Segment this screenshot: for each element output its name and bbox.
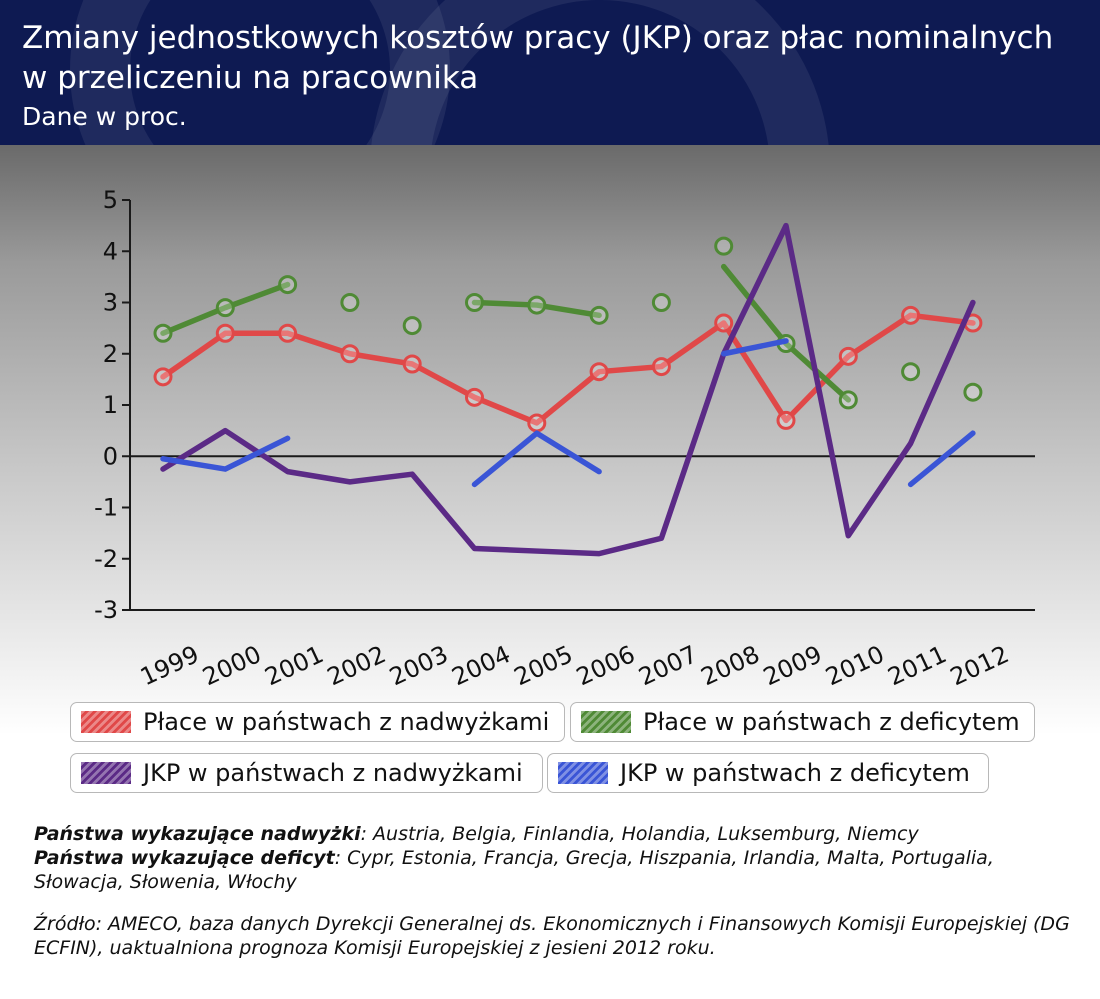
x-tick-label: 2005 bbox=[510, 640, 577, 691]
series-line bbox=[720, 338, 789, 357]
data-point bbox=[153, 323, 173, 343]
legend-item-green: Płace w państwach z deficytem bbox=[570, 702, 1035, 742]
note-surplus-label: Państwa wykazujące nadwyżki bbox=[34, 823, 361, 845]
data-point bbox=[153, 367, 173, 387]
x-tick-label: 1999 bbox=[136, 640, 203, 691]
x-tick-label: 2000 bbox=[198, 640, 265, 691]
legend-swatch bbox=[558, 762, 608, 784]
series-line bbox=[160, 222, 976, 557]
legend-label: JKP w państwach z nadwyżkami bbox=[143, 759, 523, 787]
data-point bbox=[589, 362, 609, 382]
y-tick-label: -2 bbox=[94, 545, 118, 573]
data-point bbox=[901, 362, 921, 382]
legend-swatch bbox=[81, 711, 131, 733]
data-point bbox=[215, 298, 235, 318]
series-line bbox=[160, 435, 291, 472]
data-point bbox=[278, 275, 298, 295]
data-point bbox=[714, 236, 734, 256]
header-banner: Zmiany jednostkowych kosztów pracy (JKP)… bbox=[0, 0, 1100, 145]
data-point bbox=[901, 305, 921, 325]
data-point bbox=[465, 293, 484, 312]
series-0 bbox=[153, 305, 983, 433]
series-line bbox=[160, 281, 291, 336]
x-axis-labels: 1999200020012002200320042005200620072008… bbox=[136, 640, 1013, 691]
series-line bbox=[907, 430, 976, 488]
series-line bbox=[471, 299, 602, 319]
x-tick-label: 2007 bbox=[634, 640, 701, 691]
notes: Państwa wykazujące nadwyżki: Austria, Be… bbox=[34, 822, 1074, 960]
x-tick-label: 2002 bbox=[323, 640, 390, 691]
data-point bbox=[651, 293, 671, 312]
x-tick-label: 2010 bbox=[821, 640, 888, 691]
y-tick-label: -1 bbox=[94, 494, 118, 522]
x-tick-label: 2009 bbox=[759, 640, 826, 691]
x-tick-label: 2003 bbox=[385, 640, 452, 691]
x-tick-label: 2004 bbox=[448, 640, 515, 691]
y-tick-label: 0 bbox=[103, 442, 118, 470]
x-tick-label: 2008 bbox=[697, 640, 764, 691]
note-surplus: Państwa wykazujące nadwyżki: Austria, Be… bbox=[34, 822, 1074, 846]
data-point bbox=[776, 410, 796, 430]
chart-axes: 5 4 3 2 1 0 -1 -2 -3 bbox=[94, 186, 1035, 624]
series-line bbox=[720, 263, 852, 403]
series-3 bbox=[160, 338, 976, 488]
y-tick-label: 1 bbox=[103, 391, 118, 419]
legend: Płace w państwach z nadwyżkami Płace w p… bbox=[0, 700, 1100, 800]
y-tick-label: 5 bbox=[103, 186, 118, 214]
data-point bbox=[651, 357, 671, 377]
legend-label: JKP w państwach z deficytem bbox=[620, 759, 970, 787]
data-point bbox=[838, 346, 858, 366]
data-point bbox=[838, 390, 858, 410]
y-tick-label: -3 bbox=[94, 596, 118, 624]
legend-label: Płace w państwach z nadwyżkami bbox=[143, 708, 550, 736]
x-tick-label: 2011 bbox=[884, 640, 951, 691]
x-tick-label: 2001 bbox=[261, 640, 328, 691]
series-line bbox=[160, 312, 976, 426]
data-point bbox=[527, 413, 547, 433]
note-deficit: Państwa wykazujące deficyt: Cypr, Estoni… bbox=[34, 846, 1074, 894]
data-point bbox=[340, 293, 360, 312]
x-tick-label: 2012 bbox=[946, 640, 1013, 691]
series-1 bbox=[153, 236, 983, 410]
chart-title: Zmiany jednostkowych kosztów pracy (JKP)… bbox=[22, 18, 1082, 98]
y-tick-label: 3 bbox=[103, 289, 118, 317]
series-line bbox=[471, 430, 602, 488]
legend-item-blue: JKP w państwach z deficytem bbox=[547, 753, 989, 793]
note-deficit-countries: : Cypr, Estonia, Francja, Grecja, Hiszpa… bbox=[34, 847, 994, 893]
chart-title-line-2: w przeliczeniu na pracownika bbox=[22, 60, 479, 96]
chart-series bbox=[153, 222, 983, 557]
legend-swatch bbox=[81, 762, 131, 784]
note-surplus-countries: : Austria, Belgia, Finlandia, Holandia, … bbox=[360, 823, 919, 845]
y-tick-label: 4 bbox=[103, 237, 118, 265]
data-point bbox=[527, 295, 547, 315]
chart-title-line-1: Zmiany jednostkowych kosztów pracy (JKP)… bbox=[22, 20, 1054, 56]
note-deficit-label: Państwa wykazujące deficyt bbox=[34, 847, 335, 869]
data-point bbox=[340, 344, 360, 364]
y-tick-label: 2 bbox=[103, 340, 118, 368]
data-point bbox=[465, 387, 484, 407]
data-point bbox=[963, 382, 983, 402]
chart-subtitle: Dane w proc. bbox=[22, 102, 187, 131]
legend-swatch bbox=[581, 711, 631, 733]
legend-item-red: Płace w państwach z nadwyżkami bbox=[70, 702, 565, 742]
legend-item-purple: JKP w państwach z nadwyżkami bbox=[70, 753, 543, 793]
data-point bbox=[589, 305, 609, 325]
data-point bbox=[215, 323, 235, 343]
data-point bbox=[278, 323, 298, 343]
data-point bbox=[402, 354, 422, 374]
legend-label: Płace w państwach z deficytem bbox=[643, 708, 1020, 736]
x-tick-label: 2006 bbox=[572, 640, 639, 691]
data-point bbox=[714, 313, 734, 333]
source-note: Źródło: AMECO, baza danych Dyrekcji Gene… bbox=[34, 913, 1070, 959]
data-point bbox=[402, 316, 422, 336]
series-2 bbox=[160, 222, 976, 557]
